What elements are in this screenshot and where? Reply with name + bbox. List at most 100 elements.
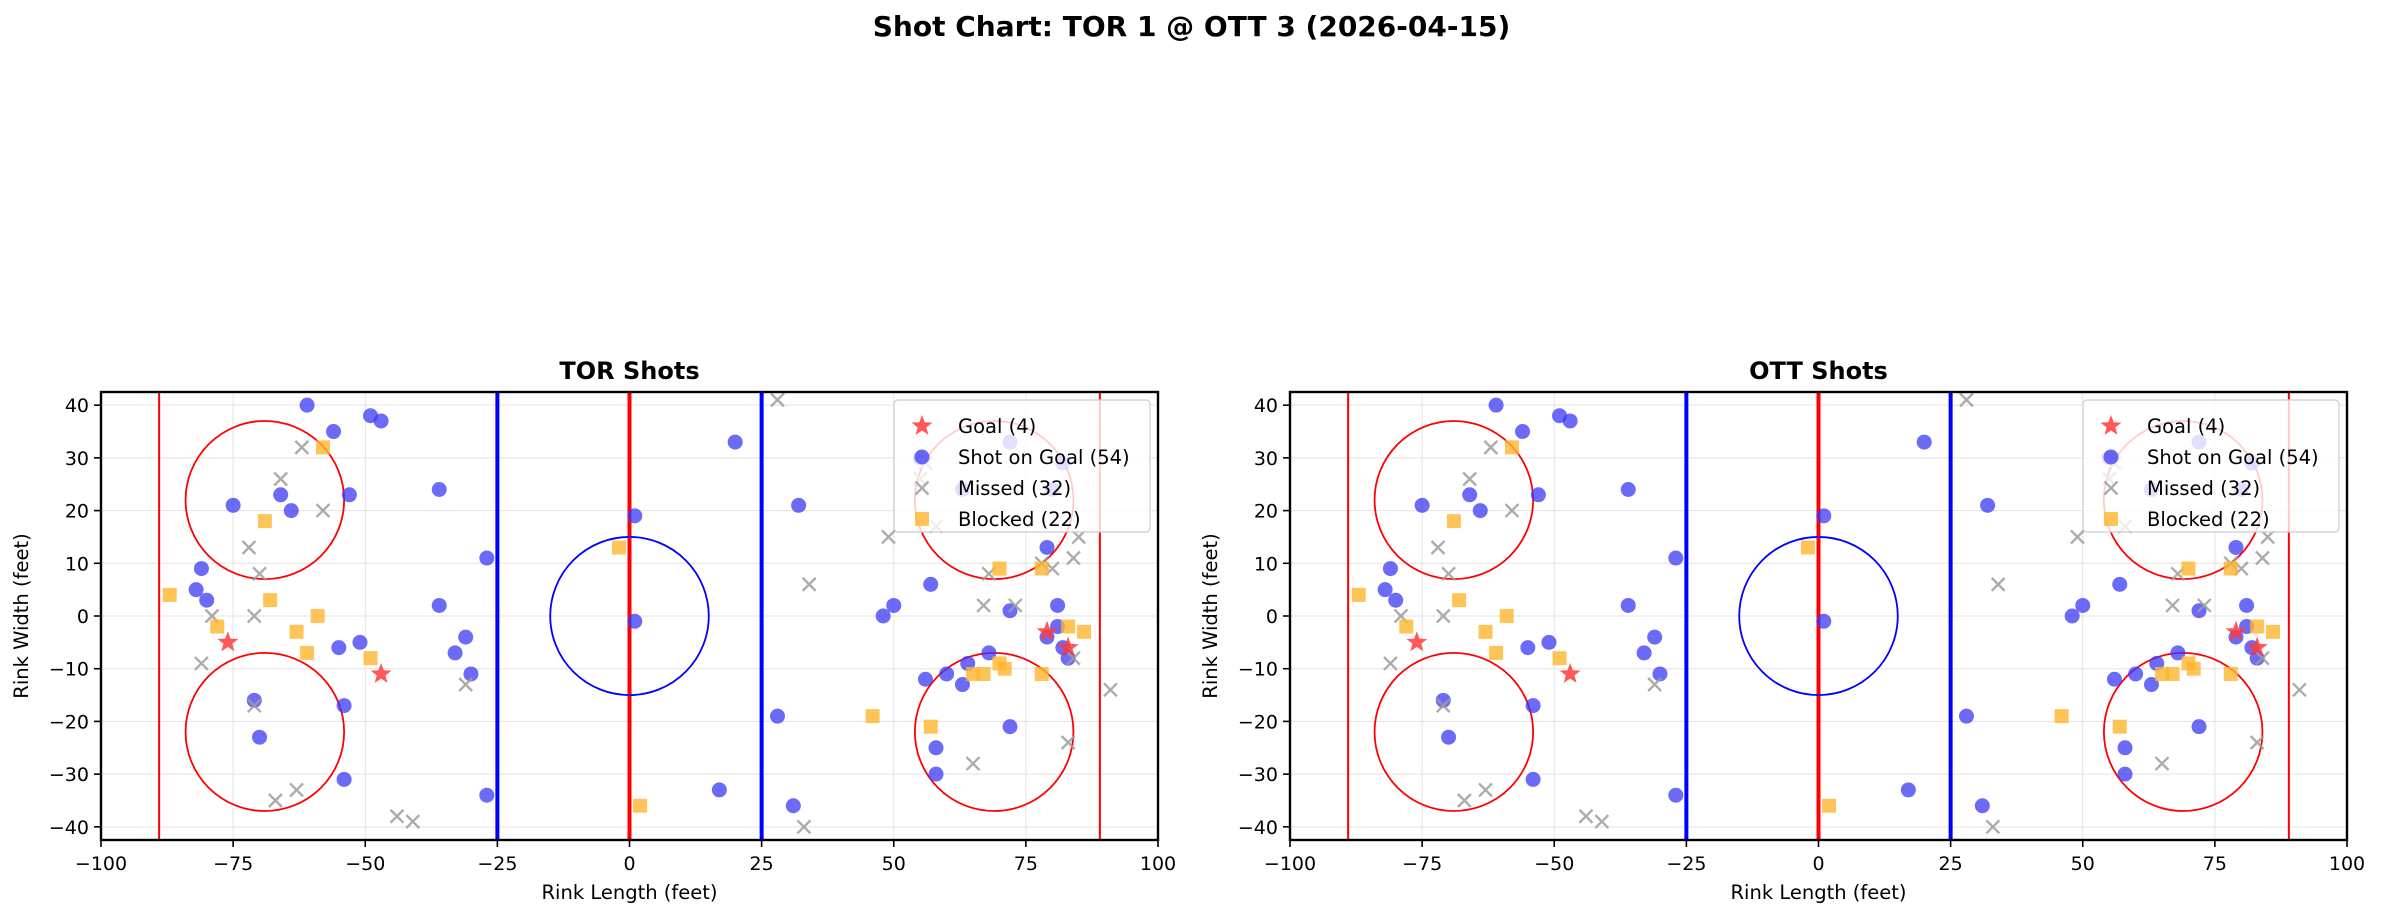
shot-on-goal-point <box>431 597 447 613</box>
legend-label: Missed (32) <box>2147 477 2260 500</box>
missed-point <box>976 598 991 613</box>
missed-point <box>770 392 785 408</box>
shot-on-goal-point <box>1980 497 1996 513</box>
blocked-point <box>1399 619 1414 634</box>
legend-entry: Goal (4) <box>2100 415 2225 438</box>
x-tick-label: 100 <box>1140 853 1176 875</box>
legend-label: Missed (32) <box>958 477 1071 500</box>
missed-point <box>2070 529 2085 545</box>
blocked-point <box>1452 593 1467 608</box>
shot-on-goal-point <box>1900 782 1916 798</box>
shot-on-goal-point <box>627 613 643 629</box>
shot-on-goal-point <box>711 782 727 798</box>
y-tick-label: −10 <box>49 659 89 681</box>
shot-on-goal-point <box>769 708 785 724</box>
shot-on-goal-point <box>1414 497 1430 513</box>
legend-label: Shot on Goal (54) <box>2147 446 2319 469</box>
chart-panel-ott: −100 −75 −50 −25 0 25 50 75 100−40−30−20−1001020… <box>1199 357 2365 904</box>
shot-on-goal-point <box>299 397 315 413</box>
blocked-point <box>363 651 378 666</box>
shot-on-goal-point <box>1652 666 1668 682</box>
legend: Goal (4) Shot on Goal (54) Missed (32) Bloc… <box>893 399 1151 533</box>
shot-on-goal-point <box>1488 397 1504 413</box>
legend-entry: Missed (32) <box>2103 477 2260 500</box>
shot-on-goal-point <box>1520 640 1536 656</box>
center-circle <box>1738 536 1899 696</box>
x-tick-label: 50 <box>2071 853 2095 875</box>
faceoff-circle <box>1373 651 1535 812</box>
y-tick-label: −30 <box>49 764 89 786</box>
blocked-point <box>162 587 177 602</box>
missed-point <box>315 503 331 518</box>
y-tick-label: 0 <box>1266 606 1278 628</box>
missed-point <box>241 540 257 555</box>
goal-point <box>1559 662 1581 683</box>
blocked-point <box>992 561 1007 576</box>
shot-on-goal-point <box>352 634 368 650</box>
shot-on-goal-point <box>479 550 495 566</box>
y-tick-label: 0 <box>77 606 89 628</box>
shot-on-goal-point <box>875 608 891 624</box>
y-tick-label: −40 <box>49 817 89 839</box>
shot-on-goal-point <box>273 487 289 503</box>
missed-point <box>1066 550 1081 566</box>
legend-box <box>893 399 1151 533</box>
missed-point <box>1435 698 1451 713</box>
blocked-point <box>1034 666 1049 681</box>
blocked-point <box>1061 619 1076 634</box>
shot-on-goal-point <box>246 692 262 708</box>
goal-point <box>1036 620 1058 641</box>
blocked-point <box>1034 561 1049 576</box>
shot-on-goal-point <box>1525 698 1541 714</box>
missed-point <box>2255 650 2270 666</box>
shot-on-goal-point <box>252 729 268 745</box>
shot-on-goal-point <box>2239 597 2255 613</box>
blocked-point <box>257 514 272 529</box>
y-tick-label: 10 <box>1254 553 1278 575</box>
x-tick-label: 25 <box>1939 853 1963 875</box>
blocked-point <box>865 709 880 724</box>
blocked-point <box>2112 719 2127 734</box>
blocked-point <box>289 624 304 639</box>
missed-point <box>1462 471 1478 487</box>
goal-point <box>2246 636 2268 657</box>
x-tick-label: 50 <box>882 853 906 875</box>
missed-point <box>796 819 812 835</box>
missed-point <box>2165 598 2180 613</box>
x-tick-label: −75 <box>1402 853 1442 875</box>
y-tick-label: 40 <box>65 395 89 417</box>
shot-on-goal-point <box>1388 592 1404 608</box>
goal-point <box>1406 631 1428 652</box>
y-axis-label: Rink Width (feet) <box>10 533 33 698</box>
missed-point <box>1959 392 1974 408</box>
shot-on-goal-point <box>2106 671 2122 687</box>
shot-on-goal-point <box>447 645 463 661</box>
legend-label: Blocked (22) <box>958 508 1081 531</box>
legend-marker-star <box>2100 415 2122 435</box>
legend-entry: Blocked (22) <box>2104 508 2270 531</box>
blocked-point <box>263 593 278 608</box>
blocked-point <box>1504 440 1519 455</box>
shot-on-goal-point <box>939 666 955 682</box>
shot-on-goal-point <box>1441 729 1457 745</box>
shot-on-goal-point <box>727 434 743 450</box>
blocked-point <box>1489 645 1504 660</box>
y-tick-label: −30 <box>1238 764 1278 786</box>
missed-point <box>294 439 310 455</box>
y-tick-label: 20 <box>65 501 89 523</box>
x-tick-label: 0 <box>1812 853 1824 875</box>
blocked-point <box>210 619 225 634</box>
missed-point <box>1457 793 1472 808</box>
missed-point <box>965 756 981 771</box>
blocked-point <box>923 719 938 734</box>
shot-on-goal-point <box>2228 539 2244 555</box>
legend-marker-x <box>914 480 930 496</box>
shot-on-goal-point <box>2064 608 2080 624</box>
missed-point <box>1504 503 1520 518</box>
legend-marker-square <box>915 512 929 526</box>
x-tick-label: 75 <box>1014 853 1038 875</box>
y-tick-label: −10 <box>1238 659 1278 681</box>
shot-on-goal-point <box>283 503 299 519</box>
missed-point <box>2249 735 2265 750</box>
